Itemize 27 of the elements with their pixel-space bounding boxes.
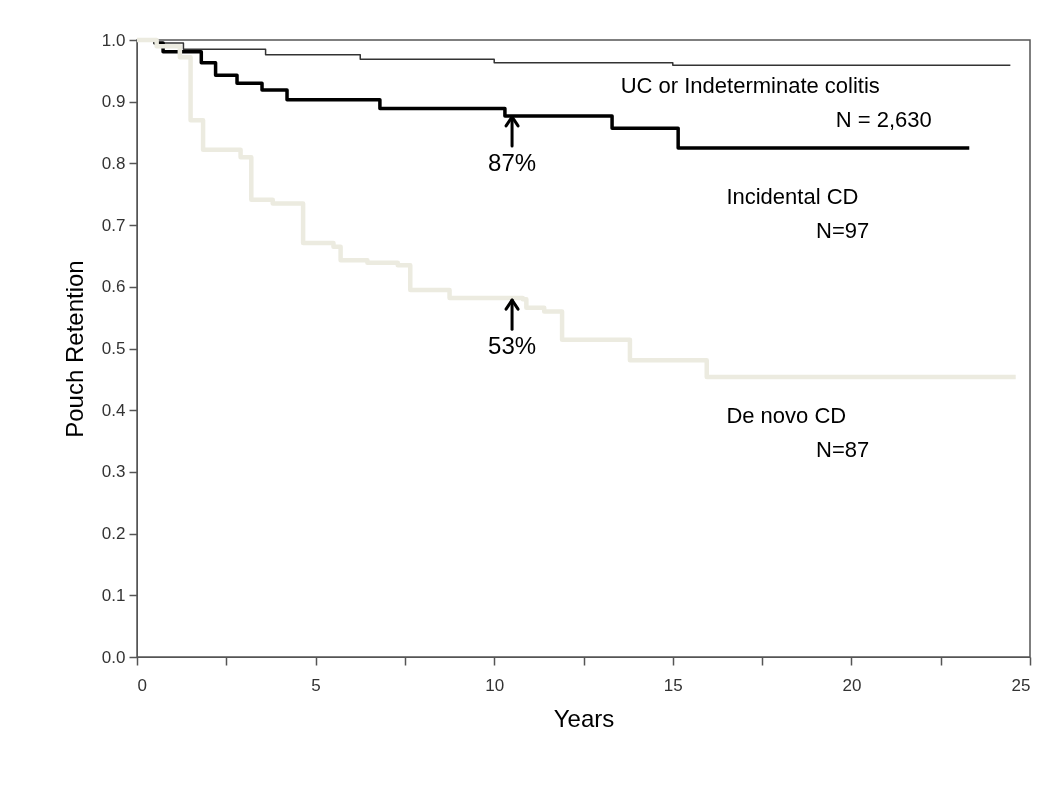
annotation: N = 2,630 bbox=[835, 107, 932, 133]
y-tick-label: 0.8 bbox=[101, 153, 126, 173]
x-tick-label: 0 bbox=[137, 675, 147, 695]
y-axis-title: Pouch Retention bbox=[60, 260, 88, 438]
y-tick-label: 0.3 bbox=[101, 462, 126, 482]
annotation: N=97 bbox=[816, 218, 870, 244]
y-tick-label: 0.7 bbox=[101, 215, 126, 235]
series-label: Incidental CD bbox=[726, 184, 859, 210]
y-tick-label: 0.6 bbox=[101, 277, 126, 297]
series-label: De novo CD bbox=[726, 403, 847, 429]
annotation: N=87 bbox=[816, 437, 870, 463]
y-tick-label: 0.1 bbox=[101, 585, 126, 605]
y-tick-label: 0.0 bbox=[101, 647, 126, 667]
x-tick-label: 10 bbox=[485, 675, 505, 695]
y-tick-label: 0.5 bbox=[101, 339, 126, 358]
x-tick-label: 15 bbox=[663, 675, 683, 695]
x-tick-label: 5 bbox=[311, 675, 321, 695]
y-tick-label: 0.4 bbox=[101, 400, 126, 420]
y-tick-label: 0.2 bbox=[101, 524, 126, 544]
y-tick-label: 1.0 bbox=[101, 30, 126, 50]
annotation: 53% bbox=[488, 332, 537, 360]
annotation: 87% bbox=[488, 148, 537, 176]
x-axis-title: Years bbox=[553, 704, 615, 732]
x-tick-label: 25 bbox=[1011, 675, 1031, 695]
y-tick-label: 0.9 bbox=[101, 92, 126, 112]
x-tick-label: 20 bbox=[842, 675, 862, 695]
series-label: UC or Indeterminate colitis bbox=[620, 73, 880, 99]
